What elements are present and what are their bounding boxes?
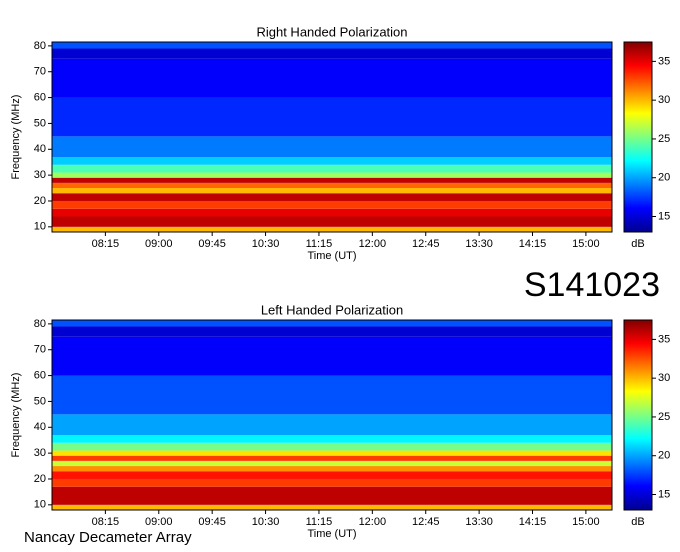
spectrum-band bbox=[52, 188, 612, 194]
spectrum-band bbox=[52, 208, 612, 217]
y-tick-label: 80 bbox=[34, 318, 46, 330]
spectrum-band bbox=[52, 471, 612, 479]
y-tick-label: 20 bbox=[34, 473, 46, 485]
x-tick-label: 11:15 bbox=[306, 238, 333, 250]
x-tick-label: 10:30 bbox=[252, 238, 280, 250]
spectrum-band bbox=[52, 157, 612, 165]
x-tick-label: 12:45 bbox=[412, 238, 440, 250]
spectrum-band bbox=[52, 486, 612, 495]
spectrum-band bbox=[52, 504, 612, 510]
colorbar-tick-label: 35 bbox=[658, 333, 670, 345]
spectrum-band bbox=[52, 336, 612, 376]
colorbar-tick-label: 30 bbox=[658, 94, 670, 106]
y-tick-label: 20 bbox=[34, 195, 46, 207]
y-tick-label: 50 bbox=[34, 117, 46, 129]
spectrum-band bbox=[52, 478, 612, 487]
x-tick-label: 09:00 bbox=[145, 516, 173, 528]
spectrum-band bbox=[52, 435, 612, 443]
y-tick-label: 80 bbox=[34, 40, 46, 52]
panel-title: Right Handed Polarization bbox=[256, 24, 407, 39]
y-tick-label: 50 bbox=[34, 395, 46, 407]
spectrum-band bbox=[52, 42, 612, 49]
spectrum-band bbox=[52, 164, 612, 173]
y-tick-label: 10 bbox=[34, 499, 46, 511]
x-axis-label: Time (UT) bbox=[307, 528, 356, 540]
plot-frame bbox=[51, 319, 613, 511]
spectrum-band bbox=[52, 320, 612, 327]
colorbar-tick-label: 25 bbox=[658, 133, 670, 145]
y-tick-label: 40 bbox=[34, 421, 46, 433]
spectrum-band bbox=[52, 48, 612, 59]
colorbar-tick-label: 20 bbox=[658, 450, 670, 462]
x-tick-label: 13:30 bbox=[465, 516, 493, 528]
x-tick-label: 14:15 bbox=[519, 238, 547, 250]
colorbar bbox=[623, 41, 653, 233]
plot-frame bbox=[51, 41, 613, 233]
colorbar bbox=[623, 319, 653, 511]
x-tick-label: 12:45 bbox=[412, 516, 440, 528]
y-tick-label: 40 bbox=[34, 143, 46, 155]
x-tick-label: 12:00 bbox=[359, 238, 387, 250]
colorbar-tick-label: 20 bbox=[658, 172, 670, 184]
station-code: S141023 bbox=[524, 266, 660, 304]
x-tick-label: 15:00 bbox=[572, 238, 600, 250]
spectrum-band bbox=[52, 460, 612, 467]
spectrum-band bbox=[52, 450, 612, 456]
colorbar-tick-label: 35 bbox=[658, 55, 670, 67]
x-tick-label: 09:45 bbox=[198, 516, 226, 528]
spectrum-band bbox=[52, 182, 612, 189]
colorbar-tick-label: 15 bbox=[658, 210, 670, 222]
y-tick-label: 30 bbox=[34, 447, 46, 459]
spectrum-band bbox=[52, 177, 612, 183]
spectrum-band bbox=[52, 226, 612, 232]
colorbar-label: dB bbox=[631, 238, 644, 250]
spectrum-band bbox=[52, 193, 612, 201]
x-tick-label: 15:00 bbox=[572, 516, 600, 528]
spectrum-band bbox=[52, 97, 612, 137]
panel-title: Left Handed Polarization bbox=[261, 302, 403, 317]
colorbar-label: dB bbox=[631, 516, 644, 528]
y-tick-label: 30 bbox=[34, 169, 46, 181]
y-tick-label: 10 bbox=[34, 221, 46, 233]
x-tick-label: 10:30 bbox=[252, 516, 280, 528]
spectrum-band bbox=[52, 414, 612, 436]
spectrum-band bbox=[52, 326, 612, 337]
spectrum-band bbox=[52, 466, 612, 472]
spectrum-band bbox=[52, 375, 612, 415]
colorbar-tick-label: 30 bbox=[658, 372, 670, 384]
x-axis-label: Time (UT) bbox=[307, 250, 356, 262]
y-tick-label: 60 bbox=[34, 91, 46, 103]
colorbar-tick-label: 15 bbox=[658, 488, 670, 500]
spectrum-band bbox=[52, 442, 612, 451]
y-tick-label: 60 bbox=[34, 369, 46, 381]
y-tick-label: 70 bbox=[34, 344, 46, 356]
colorbar-tick-label: 25 bbox=[658, 411, 670, 423]
x-tick-label: 14:15 bbox=[519, 516, 547, 528]
spectrum-band bbox=[52, 216, 612, 227]
x-tick-label: 08:15 bbox=[92, 238, 120, 250]
spectrum-band bbox=[52, 455, 612, 461]
x-tick-label: 11:15 bbox=[306, 516, 333, 528]
spectrum-band bbox=[52, 172, 612, 178]
x-tick-label: 13:30 bbox=[465, 238, 493, 250]
y-tick-label: 70 bbox=[34, 66, 46, 78]
spectrum-band bbox=[52, 136, 612, 158]
source-label: Nancay Decameter Array bbox=[24, 529, 192, 546]
y-axis-label: Frequency (MHz) bbox=[10, 373, 22, 458]
x-tick-label: 09:00 bbox=[145, 238, 173, 250]
spectrum-band bbox=[52, 200, 612, 209]
spectrum-band bbox=[52, 494, 612, 505]
x-tick-label: 09:45 bbox=[198, 238, 226, 250]
x-tick-label: 12:00 bbox=[359, 516, 387, 528]
x-tick-label: 08:15 bbox=[92, 516, 120, 528]
y-axis-label: Frequency (MHz) bbox=[10, 95, 22, 180]
spectrum-band bbox=[52, 58, 612, 98]
